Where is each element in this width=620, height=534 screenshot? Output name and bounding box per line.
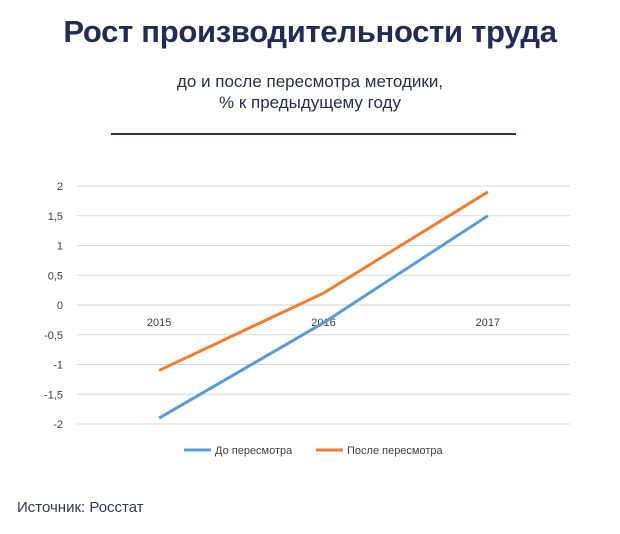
- source-note: Источник: Росстат: [17, 499, 144, 516]
- legend-label: После пересмотра: [347, 445, 444, 457]
- y-tick-label: -0,5: [44, 330, 63, 342]
- title-divider: [111, 133, 516, 135]
- legend-label: До пересмотра: [215, 445, 293, 457]
- series-line-2: [158, 190, 489, 372]
- y-tick-label: -1,5: [44, 389, 63, 401]
- y-tick-label: 2: [57, 181, 63, 193]
- y-tick-label: 1: [57, 241, 63, 253]
- x-tick-label: 2015: [147, 317, 171, 329]
- y-tick-label: -2: [53, 419, 63, 431]
- x-tick-label: 2017: [476, 317, 500, 329]
- series-line-1: [158, 214, 489, 420]
- y-tick-label: 0,5: [48, 270, 63, 282]
- subtitle-line-1: до и после пересмотра методики,: [176, 72, 444, 91]
- chart-subtitle: до и после пересмотра методики, % к пред…: [0, 71, 620, 113]
- y-tick-label: -1: [53, 360, 63, 372]
- y-tick-label: 1,5: [48, 211, 63, 223]
- subtitle-line-2: % к предыдущему году: [219, 93, 401, 112]
- chart-title: Рост производительности труда: [63, 14, 557, 49]
- y-tick-label: 0: [57, 300, 63, 312]
